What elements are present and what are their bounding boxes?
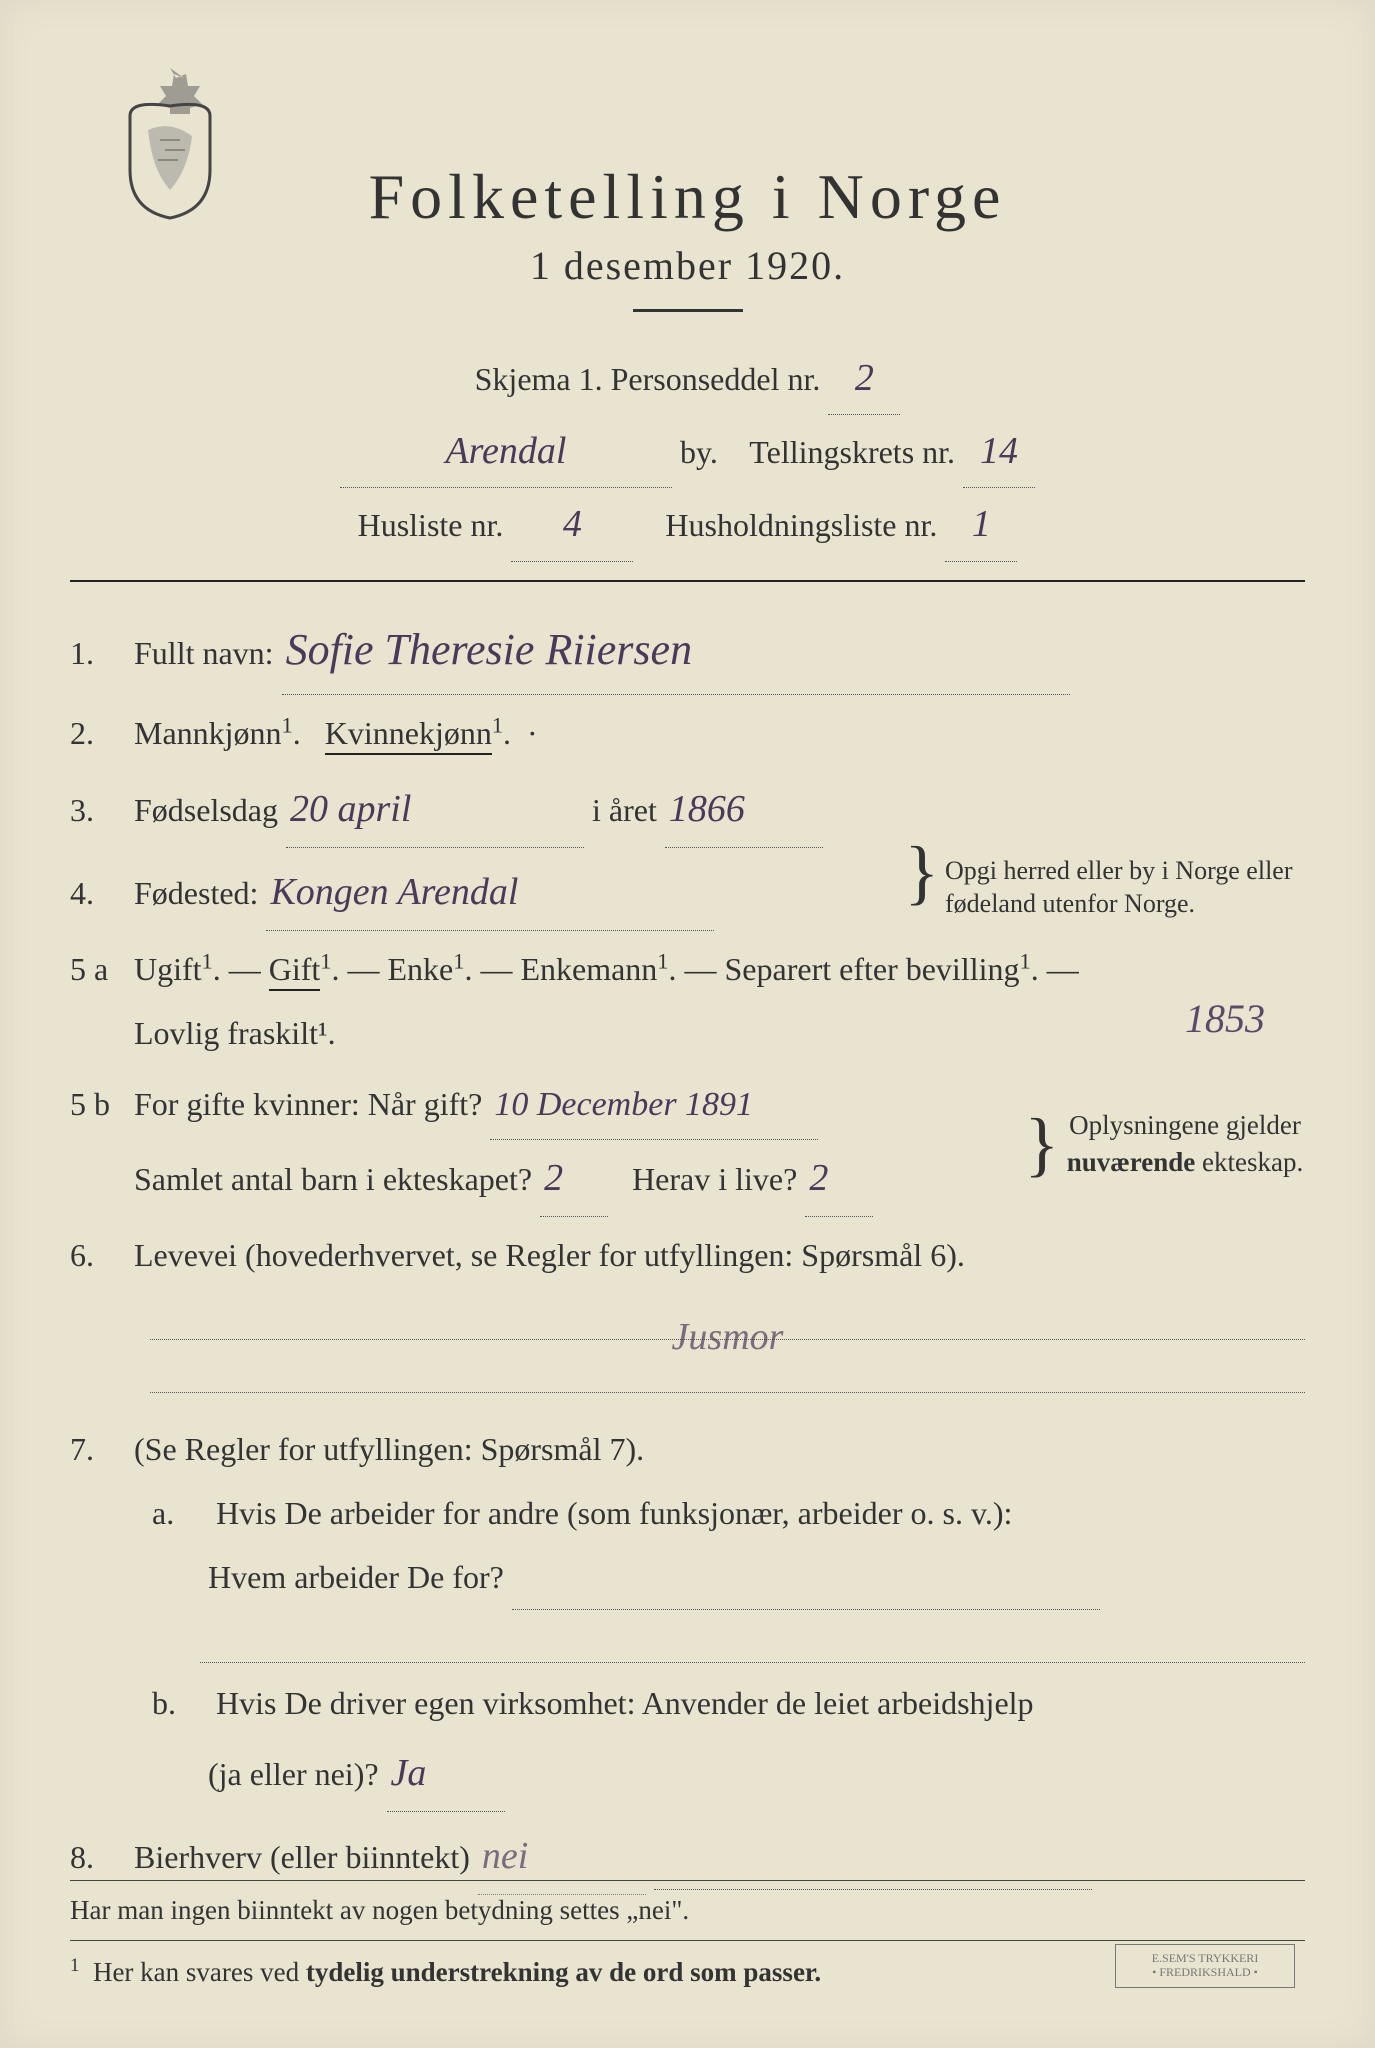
skjema-label: Skjema 1. Personseddel nr. <box>475 361 821 397</box>
header-rule <box>633 309 743 312</box>
q2-opt-a: Mannkjønn <box>134 715 282 751</box>
q3-mid: i året <box>592 792 657 828</box>
q3-year: 1866 <box>665 771 823 848</box>
q4-row: 4. Fødested: Kongen Arendal } Opgi herre… <box>70 854 1305 931</box>
stamp-line1: E.SEM'S TRYKKERI <box>1116 1951 1294 1965</box>
q3-row: 3. Fødselsdag 20 april i året 1866 <box>70 771 1305 848</box>
q7-row: 7. (Se Regler for utfyllingen: Spørsmål … <box>70 1417 1305 1812</box>
personseddel-nr: 2 <box>828 342 900 415</box>
q5b-row: 5 b For gifte kvinner: Når gift? 10 Dece… <box>70 1071 1305 1217</box>
q4-label: Fødested: <box>134 875 258 911</box>
husliste-label: Husliste nr. <box>358 507 504 543</box>
q6-label: Levevei (hovederhvervet, se Regler for u… <box>134 1237 965 1273</box>
q1-num: 1. <box>70 621 126 685</box>
q7-label: (Se Regler for utfyllingen: Spørsmål 7). <box>134 1431 644 1467</box>
q7a-num: a. <box>134 1481 208 1545</box>
by-name: Arendal <box>340 415 672 488</box>
q1-row: 1. Fullt navn: Sofie Theresie Riiersen <box>70 606 1305 695</box>
form-header: Folketelling i Norge 1 desember 1920. <box>70 160 1305 312</box>
form-subtitle: 1 desember 1920. <box>70 242 1305 289</box>
q4-num: 4. <box>70 861 126 925</box>
stamp-line2: • FREDRIKSHALD • <box>1116 1965 1294 1979</box>
q6-line1: Jusmor <box>150 1299 1305 1340</box>
q2-opt-b: Kvinnekjønn <box>325 715 492 755</box>
q6-num: 6. <box>70 1223 126 1287</box>
tellingskrets-nr: 14 <box>963 415 1035 488</box>
husholdning-nr: 1 <box>945 488 1017 561</box>
form-meta: Skjema 1. Personseddel nr. 2 Arendal by.… <box>70 342 1305 562</box>
q5b-label3: Herav i live? <box>632 1161 797 1197</box>
q7b-value: Ja <box>387 1735 505 1812</box>
by-label: by. <box>680 434 718 470</box>
q1-value: Sofie Theresie Riiersen <box>282 606 1070 695</box>
q7a-text1: Hvis De arbeider for andre (som funksjon… <box>216 1495 1012 1531</box>
q5a-row: 5 a Ugift1. — Gift1. — Enke1. — Enkemann… <box>70 937 1305 1065</box>
printer-stamp: E.SEM'S TRYKKERI • FREDRIKSHALD • <box>1115 1944 1295 1988</box>
q7-num: 7. <box>70 1417 126 1481</box>
foot-rule-1 <box>70 1880 1305 1881</box>
q5b-val1: 10 December 1891 <box>490 1071 818 1140</box>
q1-label: Fullt navn: <box>134 635 274 671</box>
divider-top <box>70 580 1305 582</box>
husholdning-label: Husholdningsliste nr. <box>665 507 937 543</box>
brace-icon-2: } <box>1024 1126 1059 1162</box>
foot-rule-2 <box>70 1940 1305 1941</box>
q5b-label1: For gifte kvinner: Når gift? <box>134 1086 482 1122</box>
q6-value: Jusmor <box>672 1316 784 1358</box>
q7a-text2: Hvem arbeider De for? <box>208 1559 504 1595</box>
tellingskrets-label: Tellingskrets nr. <box>749 434 955 470</box>
q3-num: 3. <box>70 778 126 842</box>
q7a-blank <box>512 1545 1100 1610</box>
q3-day: 20 april <box>286 771 584 848</box>
q7b-num: b. <box>134 1671 208 1735</box>
q2-row: 2. Mannkjønn1. Kvinnekjønn1. · <box>70 701 1305 765</box>
husliste-nr: 4 <box>511 488 633 561</box>
q5b-val2: 2 <box>540 1140 608 1217</box>
q2-num: 2. <box>70 701 126 765</box>
q7b-text1: Hvis De driver egen virksomhet: Anvender… <box>216 1685 1034 1721</box>
q5a-margin-note: 1853 <box>1185 979 1265 1059</box>
form-body: 1. Fullt navn: Sofie Theresie Riiersen 2… <box>70 606 1305 1895</box>
q5b-num: 5 b <box>70 1072 126 1136</box>
foot-note1: Har man ingen biinntekt av nogen betydni… <box>70 1895 1305 1926</box>
q5a-num: 5 a <box>70 937 126 1001</box>
brace-icon: } <box>904 854 939 890</box>
q5a-opts2: Lovlig fraskilt¹. <box>134 1015 336 1051</box>
q4-sidenote: Opgi herred eller by i Norge eller fødel… <box>945 854 1305 922</box>
form-title: Folketelling i Norge <box>70 160 1305 234</box>
q4-value: Kongen Arendal <box>266 854 714 931</box>
q5b-label2: Samlet antal barn i ekteskapet? <box>134 1161 532 1197</box>
q5a-gift: Gift <box>269 951 321 991</box>
q5b-val3: 2 <box>805 1140 873 1217</box>
q3-label: Fødselsdag <box>134 792 278 828</box>
q7a-line <box>200 1622 1305 1663</box>
q6-row: 6. Levevei (hovederhvervet, se Regler fo… <box>70 1223 1305 1393</box>
q5b-sidenote: Oplysningene gjelder nuværende ekteskap. <box>1065 1107 1305 1180</box>
census-form-page: Folketelling i Norge 1 desember 1920. Sk… <box>0 0 1375 2048</box>
q7b-text2: (ja eller nei)? <box>208 1756 379 1792</box>
